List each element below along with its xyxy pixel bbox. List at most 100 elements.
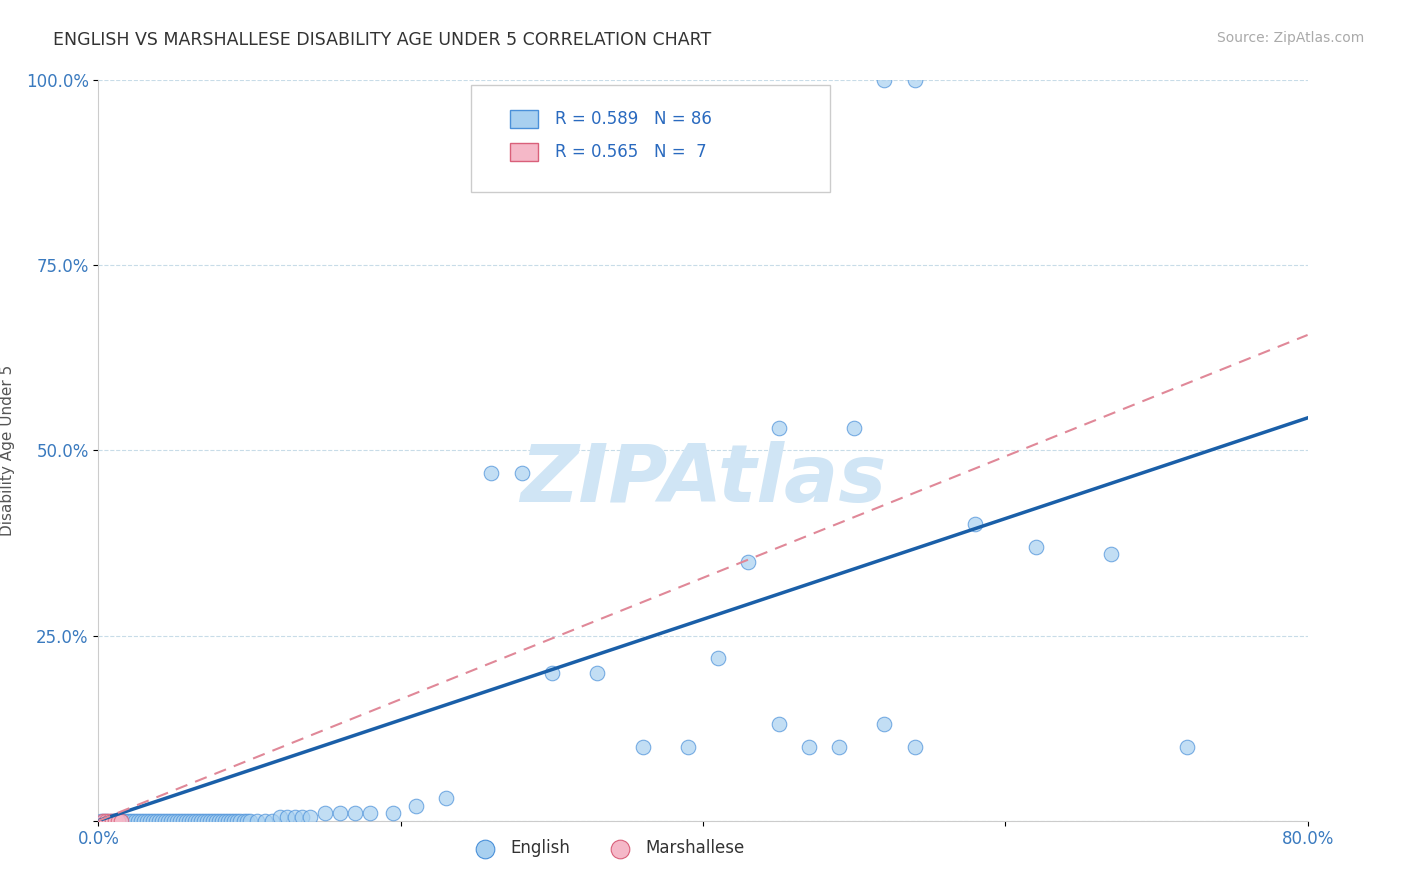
Point — [276, 810, 298, 824]
Point — [586, 665, 609, 680]
Point — [103, 814, 125, 828]
Point — [232, 814, 254, 828]
Point — [160, 814, 183, 828]
Point — [344, 806, 367, 821]
Point — [96, 814, 118, 828]
Point — [135, 814, 157, 828]
Point — [224, 814, 246, 828]
Point — [100, 814, 122, 828]
Point — [169, 814, 191, 828]
Point — [217, 814, 239, 828]
Point — [111, 814, 134, 828]
Text: ENGLISH VS MARSHALLESE DISABILITY AGE UNDER 5 CORRELATION CHART: ENGLISH VS MARSHALLESE DISABILITY AGE UN… — [53, 31, 711, 49]
Point — [101, 814, 124, 828]
Point — [1175, 739, 1198, 754]
Point — [90, 814, 112, 828]
Point — [179, 814, 201, 828]
Point — [202, 814, 225, 828]
Point — [121, 814, 143, 828]
Text: ZIPAtlas: ZIPAtlas — [520, 441, 886, 519]
Point — [184, 814, 207, 828]
Point — [163, 814, 186, 828]
Y-axis label: Disability Age Under 5: Disability Age Under 5 — [0, 365, 14, 536]
Point — [142, 814, 165, 828]
Point — [481, 466, 503, 480]
Point — [405, 798, 427, 813]
Point — [172, 814, 194, 828]
Point — [124, 814, 146, 828]
Point — [181, 814, 204, 828]
Point — [284, 810, 307, 824]
Point — [107, 814, 129, 828]
Point — [844, 421, 866, 435]
Point — [676, 739, 699, 754]
Point — [200, 814, 222, 828]
Point — [166, 814, 188, 828]
Point — [104, 814, 127, 828]
Point — [540, 665, 562, 680]
Legend: English, Marshallese: English, Marshallese — [461, 833, 751, 864]
Point — [91, 814, 114, 828]
Point — [193, 814, 215, 828]
Point — [156, 814, 179, 828]
Point — [235, 814, 257, 828]
Point — [434, 791, 457, 805]
Point — [145, 814, 167, 828]
Point — [108, 814, 131, 828]
Point — [768, 717, 790, 731]
Point — [707, 650, 730, 665]
Point — [148, 814, 170, 828]
Point — [797, 739, 820, 754]
Point — [98, 814, 121, 828]
Point — [153, 814, 176, 828]
Point — [1024, 540, 1046, 554]
Point — [190, 814, 212, 828]
Point — [129, 814, 152, 828]
Point — [195, 814, 218, 828]
Point — [382, 806, 405, 821]
Point — [253, 814, 276, 828]
Point — [768, 421, 790, 435]
Point — [211, 814, 233, 828]
Point — [510, 466, 533, 480]
Text: R = 0.589   N = 86: R = 0.589 N = 86 — [555, 110, 713, 128]
Point — [187, 814, 209, 828]
Point — [214, 814, 236, 828]
Point — [205, 814, 228, 828]
Point — [226, 814, 249, 828]
Point — [828, 739, 851, 754]
Point — [93, 814, 115, 828]
Point — [105, 814, 128, 828]
Point — [132, 814, 155, 828]
Text: R = 0.565   N =  7: R = 0.565 N = 7 — [555, 143, 707, 161]
Point — [208, 814, 231, 828]
Point — [873, 717, 896, 731]
Point — [174, 814, 197, 828]
Point — [1099, 547, 1122, 561]
Point — [904, 739, 927, 754]
Point — [221, 814, 243, 828]
Point — [360, 806, 382, 821]
Point — [94, 814, 117, 828]
Point — [246, 814, 269, 828]
Point — [110, 814, 132, 828]
Point — [299, 810, 322, 824]
Point — [291, 810, 314, 824]
Point — [150, 814, 173, 828]
Point — [229, 814, 252, 828]
Point — [118, 814, 141, 828]
Point — [965, 517, 987, 532]
Point — [269, 810, 291, 824]
Point — [329, 806, 352, 821]
Point — [737, 555, 759, 569]
Point — [904, 73, 927, 87]
Point — [114, 814, 136, 828]
Text: Source: ZipAtlas.com: Source: ZipAtlas.com — [1216, 31, 1364, 45]
Point — [631, 739, 654, 754]
Point — [239, 814, 262, 828]
Point — [262, 814, 284, 828]
Point — [873, 73, 896, 87]
Point — [314, 806, 336, 821]
Point — [127, 814, 149, 828]
Point — [139, 814, 162, 828]
